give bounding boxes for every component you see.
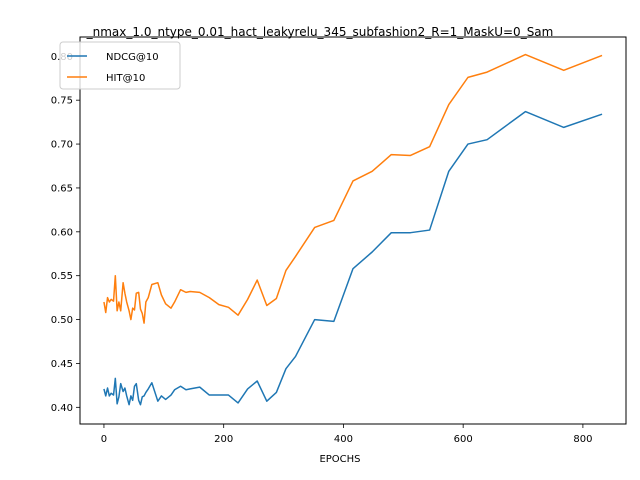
y-tick-label: 0.50	[51, 315, 73, 326]
legend-label-ndcg: NDCG@10	[106, 52, 159, 63]
y-tick-label: 0.75	[51, 96, 73, 107]
y-tick-label: 0.60	[51, 227, 73, 238]
legend: NDCG@10 HIT@10	[59, 41, 181, 90]
x-tick-label: 0	[101, 434, 107, 445]
y-tick-label: 0.70	[51, 140, 73, 151]
y-tick-label: 0.65	[51, 183, 73, 194]
y-tick-label: 0.40	[51, 403, 73, 414]
x-tick-label: 800	[573, 434, 592, 445]
x-tick-label: 400	[334, 434, 353, 445]
x-tick-label: 200	[214, 434, 233, 445]
plot-frame	[79, 36, 627, 425]
x-axis-title: EPOCHS	[319, 454, 360, 465]
y-tick-label: 0.55	[51, 271, 73, 282]
series-layer	[103, 53, 603, 406]
series-line-ndcg	[103, 110, 603, 406]
x-tick-label: 600	[454, 434, 473, 445]
series-line-hit	[103, 53, 603, 324]
chart-title: _nmax_1.0_ntype_0.01_hact_leakyrelu_345_…	[86, 25, 554, 39]
legend-box	[59, 41, 181, 90]
legend-label-hit: HIT@10	[106, 73, 145, 84]
x-axis: 0 200 400 600 800	[101, 424, 592, 445]
y-tick-label: 0.45	[51, 359, 73, 370]
